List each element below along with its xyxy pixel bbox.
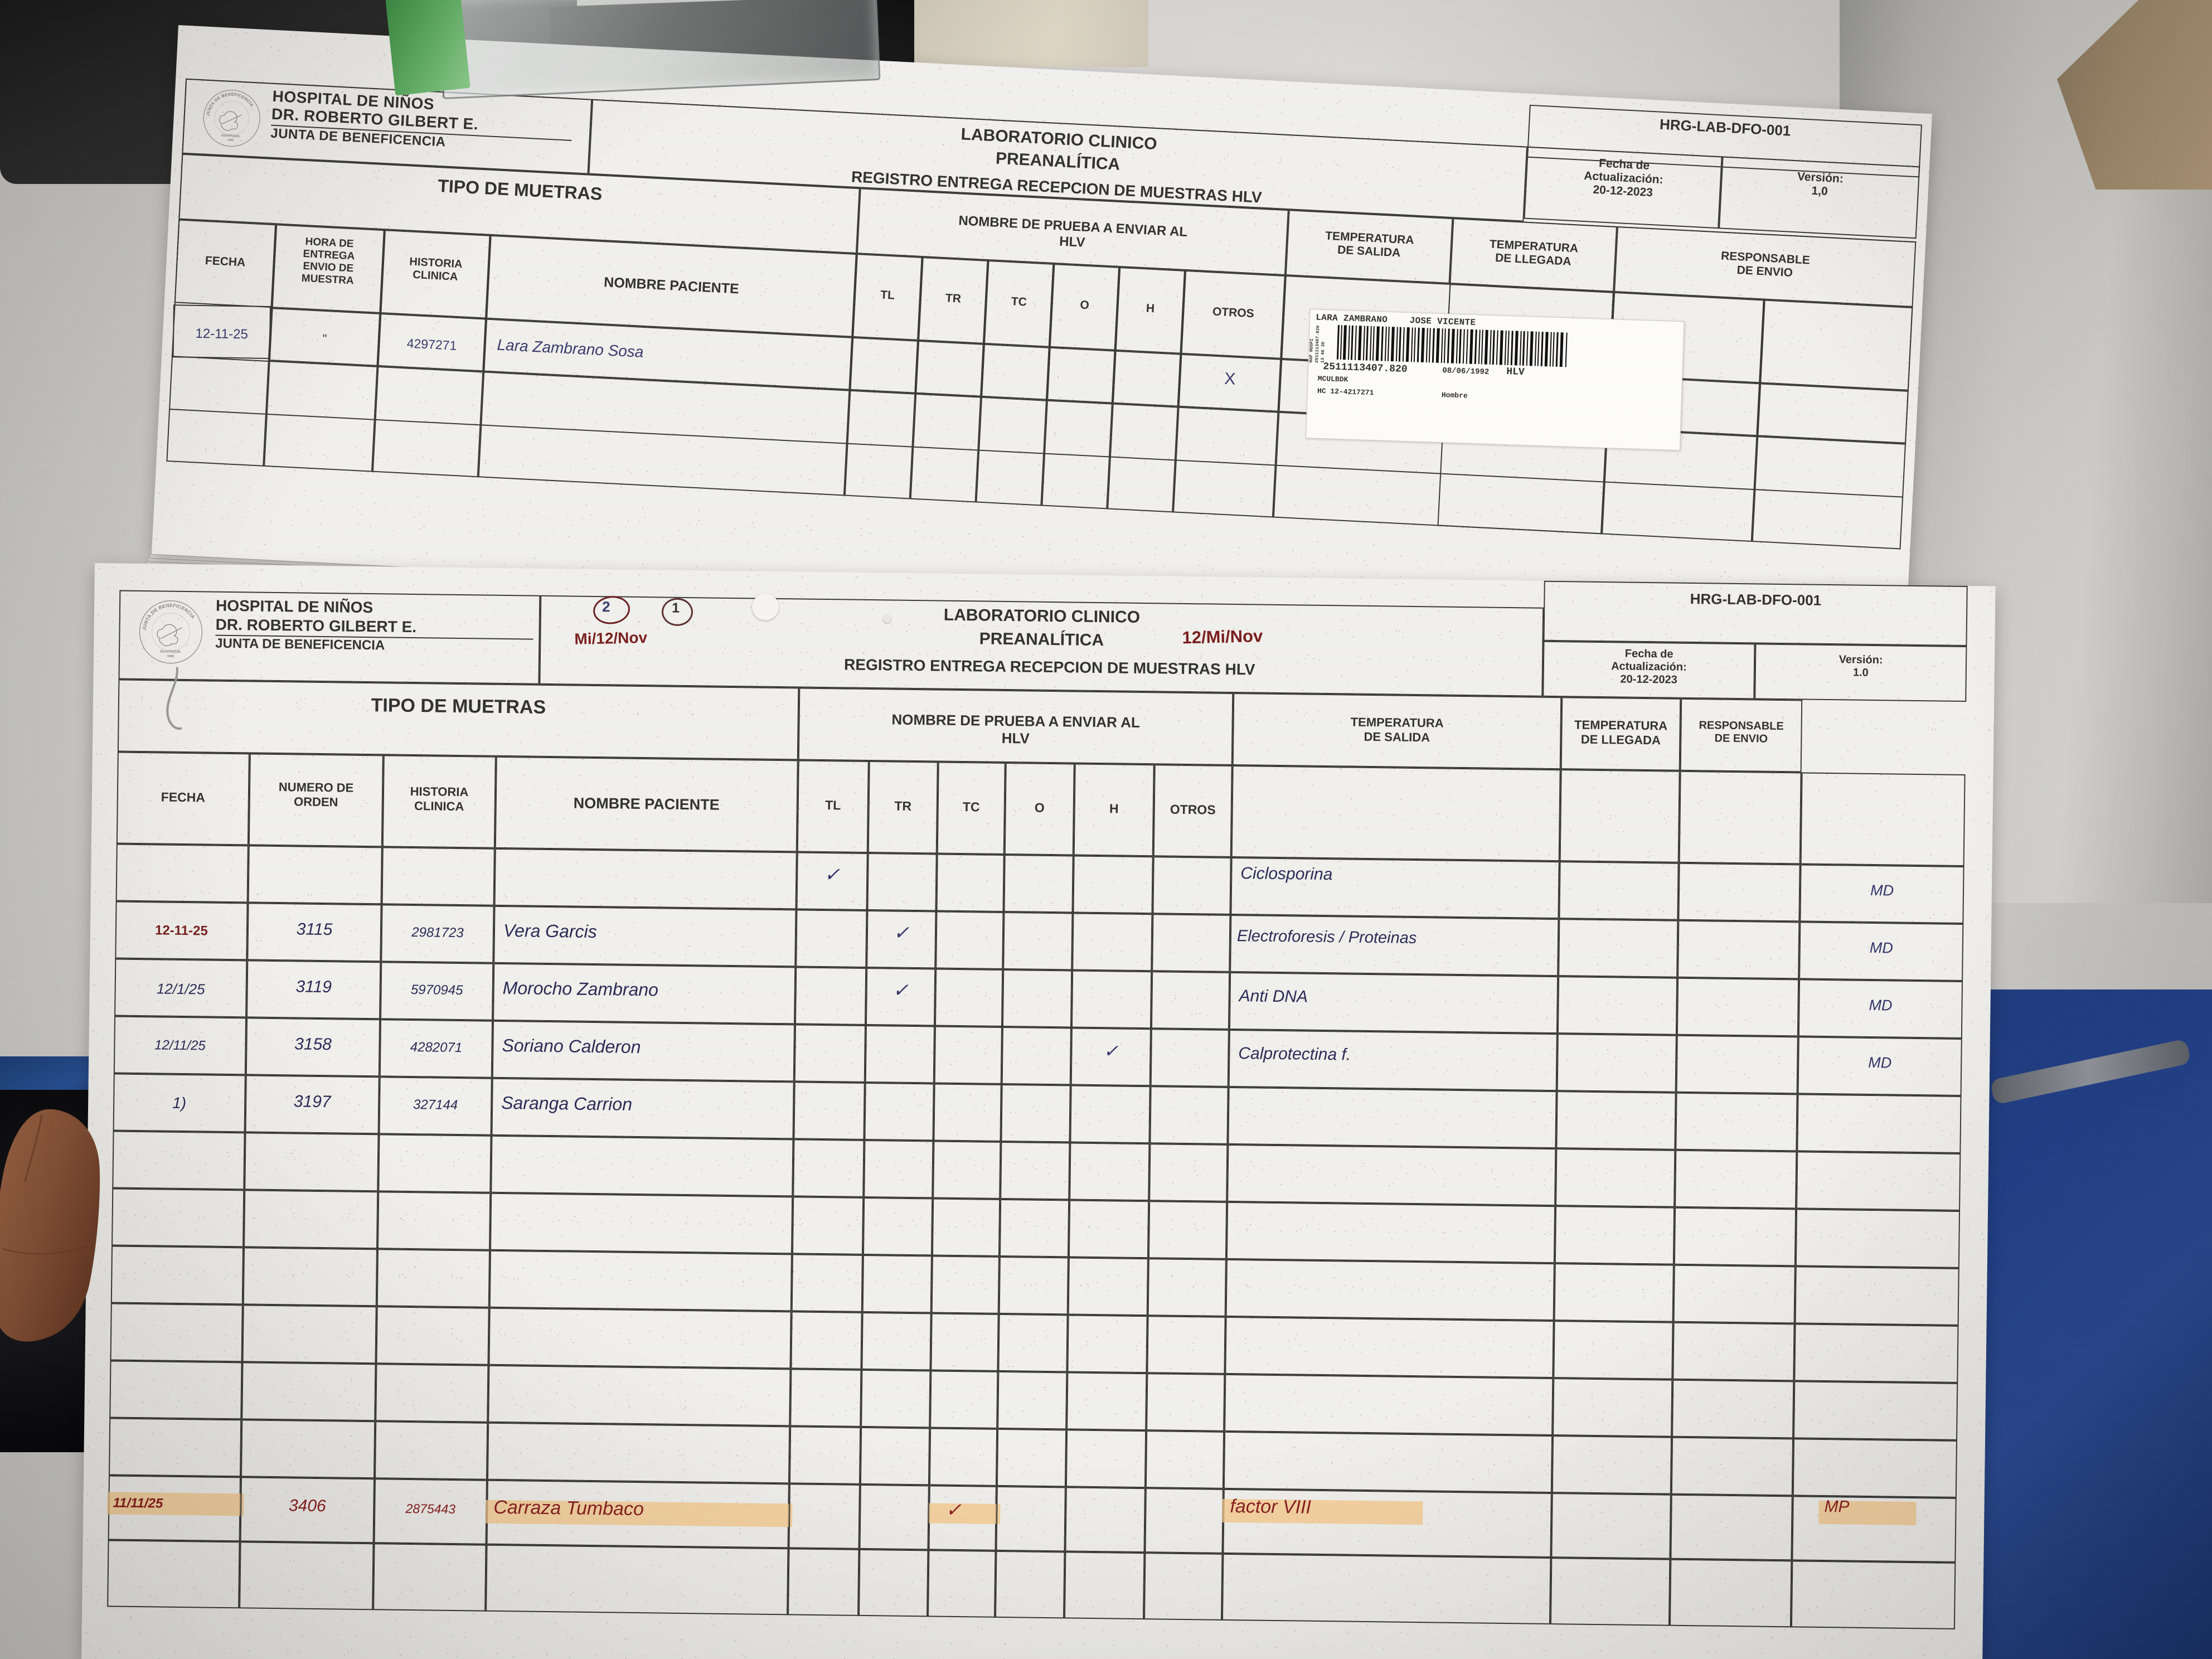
svg-text:1888: 1888 [167, 655, 174, 658]
svg-text:GUAYAQUIL: GUAYAQUIL [221, 134, 241, 138]
svg-text:1888: 1888 [227, 138, 234, 142]
svg-text:JUNTA DE BENEFICENCIA: JUNTA DE BENEFICENCIA [142, 602, 196, 631]
svg-text:JUNTA DE BENEFICENCIA: JUNTA DE BENEFICENCIA [205, 90, 255, 118]
svg-text:GUAYAQUIL: GUAYAQUIL [160, 649, 181, 653]
